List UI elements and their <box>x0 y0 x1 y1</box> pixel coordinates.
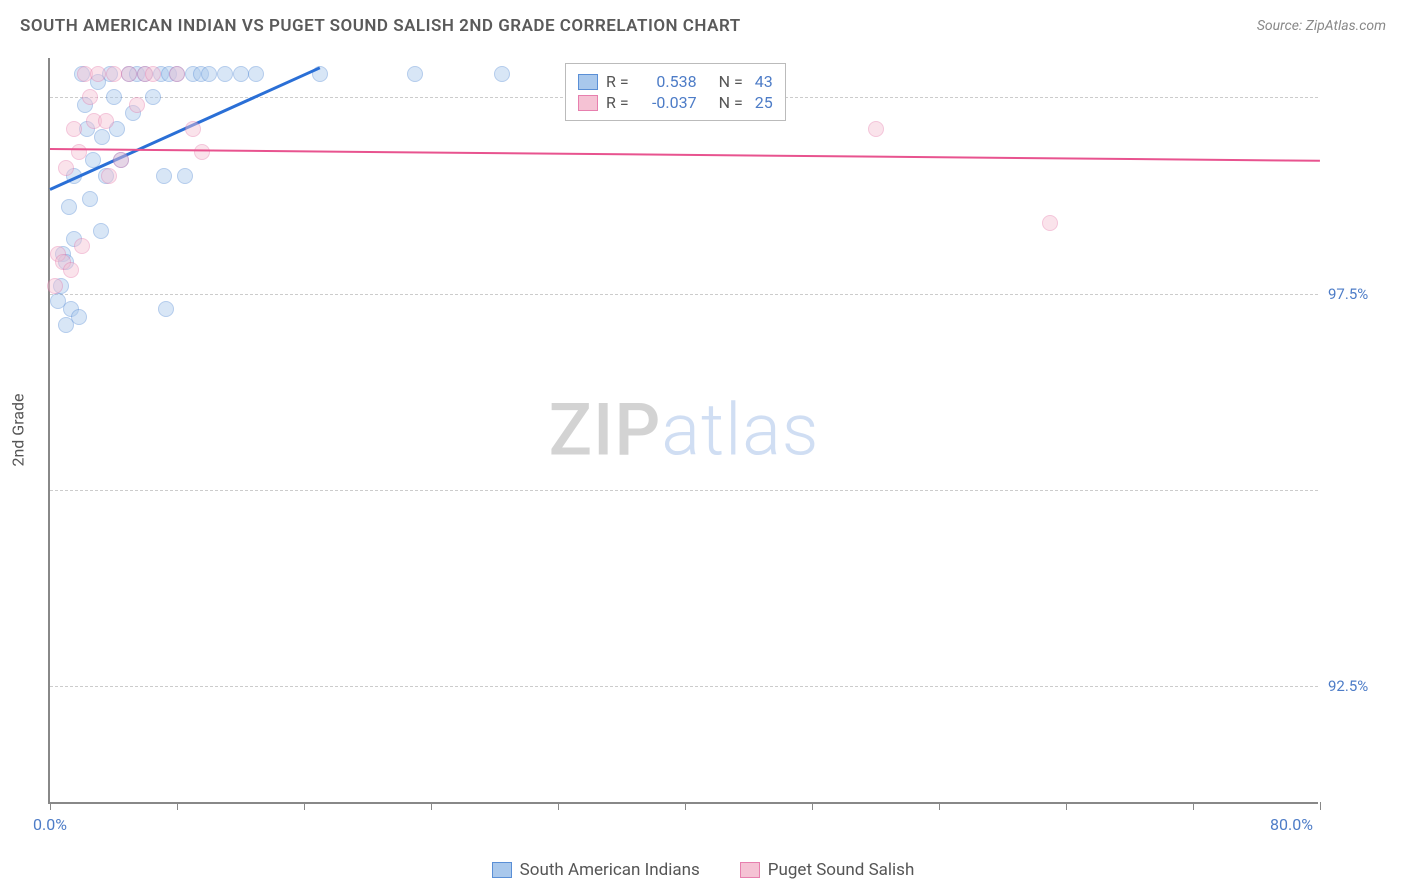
data-point <box>158 301 174 317</box>
data-point <box>113 152 129 168</box>
stats-swatch <box>578 74 598 90</box>
source-label: Source: ZipAtlas.com <box>1257 18 1386 34</box>
legend-item-series-1: Puget Sound Salish <box>740 860 915 880</box>
x-tick-label: 0.0% <box>33 815 67 834</box>
legend-swatch-0 <box>492 862 512 878</box>
n-label: N = <box>719 72 743 91</box>
x-tick <box>939 802 940 810</box>
watermark: ZIPatlas <box>549 388 820 473</box>
data-point <box>145 89 161 105</box>
data-point <box>248 66 264 82</box>
data-point <box>93 223 109 239</box>
data-point <box>177 168 193 184</box>
plot-area: 2nd Grade ZIPatlas 92.5%97.5%0.0%80.0%R … <box>48 58 1318 804</box>
r-label: R = <box>606 93 629 112</box>
x-tick <box>1193 802 1194 810</box>
x-tick <box>685 802 686 810</box>
y-tick-label: 97.5% <box>1328 285 1388 303</box>
data-point <box>98 113 114 129</box>
data-point <box>58 160 74 176</box>
data-point <box>74 238 90 254</box>
data-point <box>106 89 122 105</box>
legend-label-1: Puget Sound Salish <box>768 860 915 880</box>
x-tick <box>304 802 305 810</box>
data-point <box>90 66 106 82</box>
watermark-zip: ZIP <box>549 388 662 473</box>
grid-line <box>50 294 1318 295</box>
data-point <box>129 97 145 113</box>
data-point <box>145 66 161 82</box>
x-tick <box>558 802 559 810</box>
n-value: 43 <box>755 72 773 91</box>
n-label: N = <box>719 93 743 112</box>
x-tick <box>812 802 813 810</box>
bottom-legend: South American Indians Puget Sound Salis… <box>0 860 1406 880</box>
data-point <box>233 66 249 82</box>
data-point <box>71 309 87 325</box>
data-point <box>1042 215 1058 231</box>
data-point <box>82 89 98 105</box>
data-point <box>868 121 884 137</box>
grid-line <box>50 686 1318 687</box>
data-point <box>185 121 201 137</box>
r-label: R = <box>606 72 629 91</box>
legend-swatch-1 <box>740 862 760 878</box>
data-point <box>82 191 98 207</box>
stats-swatch <box>578 95 598 111</box>
n-value: 25 <box>755 93 773 112</box>
x-tick <box>50 802 51 810</box>
chart-title: SOUTH AMERICAN INDIAN VS PUGET SOUND SAL… <box>20 16 741 36</box>
data-point <box>217 66 233 82</box>
data-point <box>71 144 87 160</box>
data-point <box>47 278 63 294</box>
data-point <box>201 66 217 82</box>
x-tick <box>431 802 432 810</box>
data-point <box>407 66 423 82</box>
stats-legend-row: R = 0.538 N = 43 <box>578 72 773 91</box>
r-value: 0.538 <box>641 72 697 91</box>
data-point <box>101 168 117 184</box>
grid-line <box>50 490 1318 491</box>
r-value: -0.037 <box>641 93 697 112</box>
data-point <box>94 129 110 145</box>
stats-legend: R = 0.538 N = 43 R = -0.037 N = 25 <box>565 63 786 121</box>
data-point <box>169 66 185 82</box>
data-point <box>494 66 510 82</box>
data-point <box>61 199 77 215</box>
trend-line <box>50 148 1320 162</box>
y-tick-label: 92.5% <box>1328 677 1388 695</box>
plot-wrapper: 2nd Grade ZIPatlas 92.5%97.5%0.0%80.0%R … <box>48 58 1388 804</box>
legend-item-series-0: South American Indians <box>492 860 700 880</box>
x-tick <box>177 802 178 810</box>
data-point <box>121 66 137 82</box>
data-point <box>63 262 79 278</box>
data-point <box>194 144 210 160</box>
data-point <box>66 121 82 137</box>
data-point <box>156 168 172 184</box>
legend-label-0: South American Indians <box>520 860 700 880</box>
stats-legend-row: R = -0.037 N = 25 <box>578 93 773 112</box>
x-tick <box>1320 802 1321 810</box>
data-point <box>106 66 122 82</box>
x-tick <box>1066 802 1067 810</box>
y-axis-label: 2nd Grade <box>9 393 28 466</box>
watermark-atlas: atlas <box>661 388 819 473</box>
x-tick-label: 80.0% <box>1270 815 1313 834</box>
